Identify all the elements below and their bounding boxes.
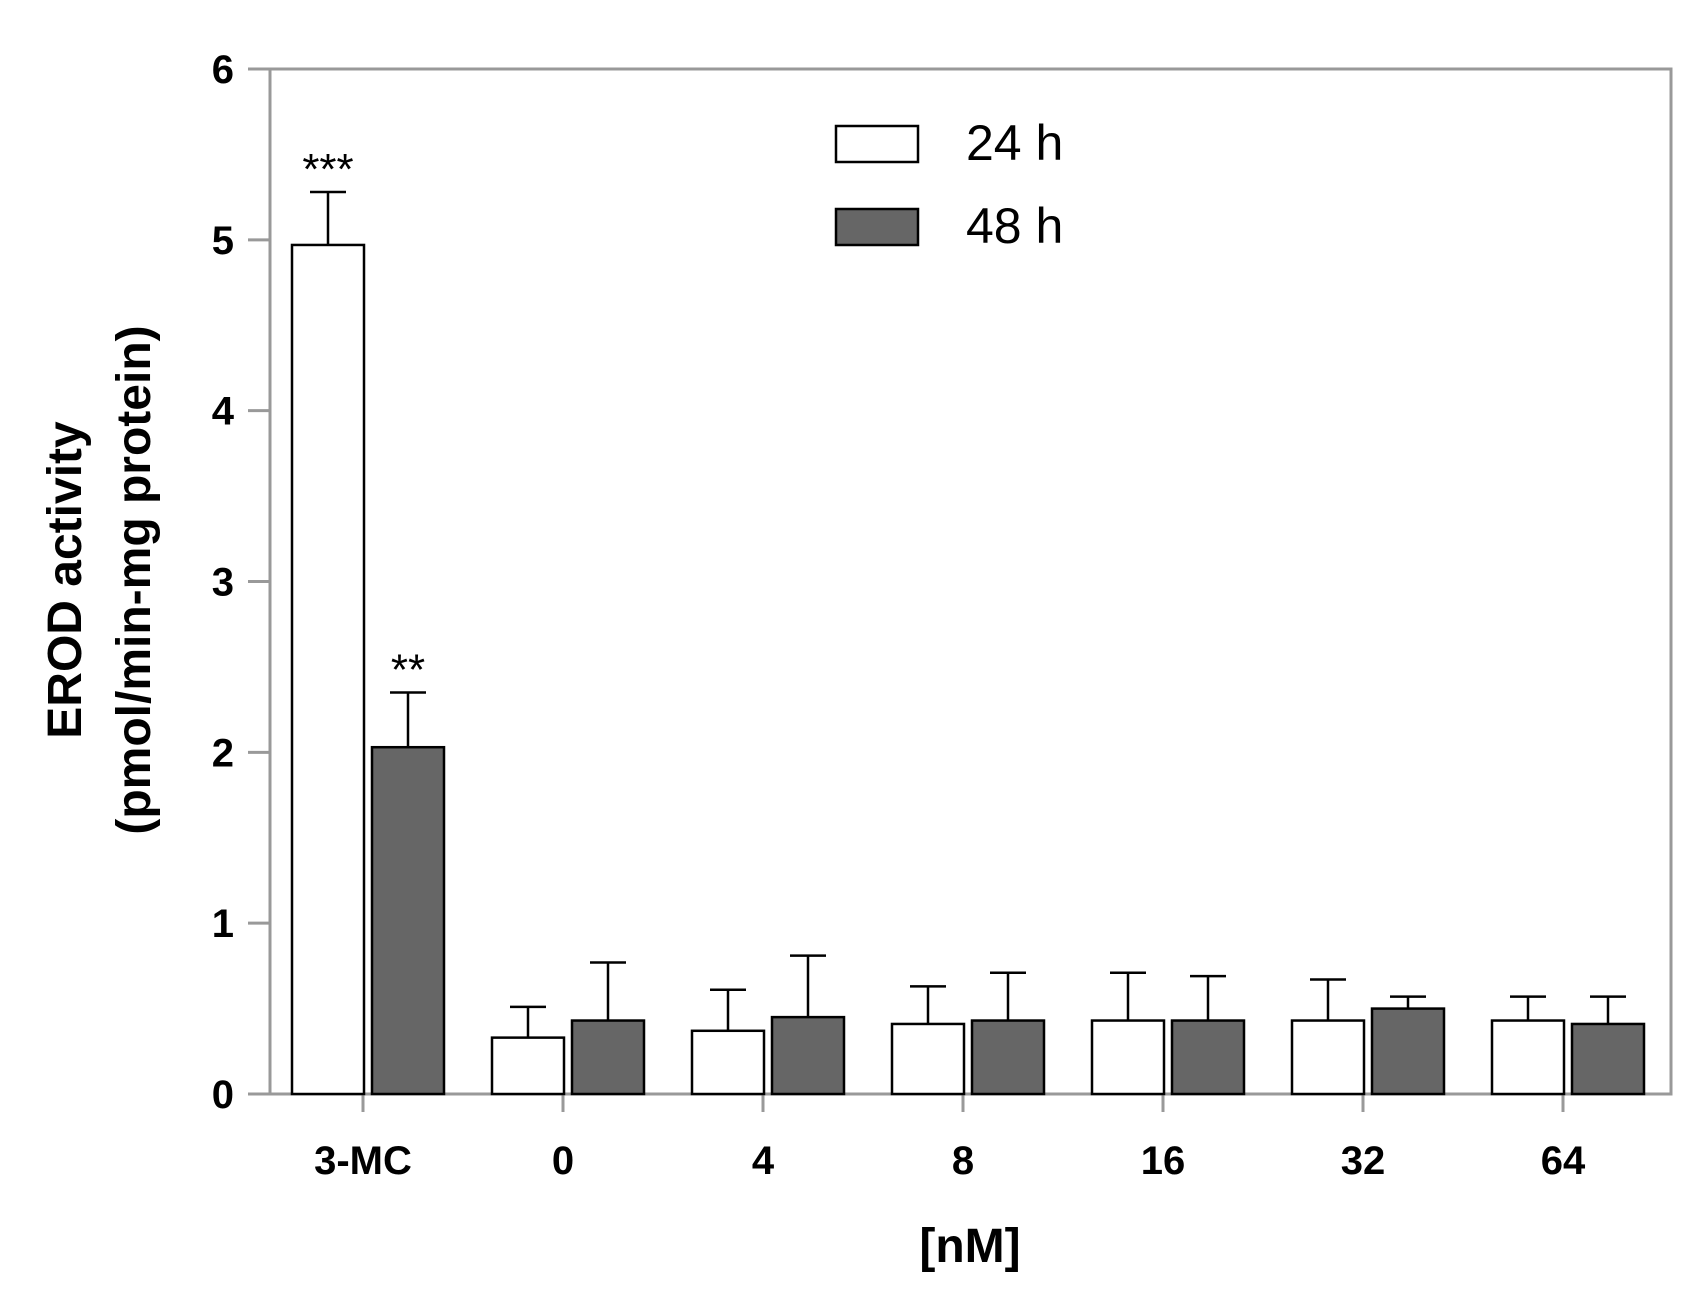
x-tick-label: 32	[1341, 1139, 1386, 1183]
y-tick-label: 6	[212, 48, 234, 92]
x-tick-label: 0	[552, 1139, 574, 1183]
bar-48h-64	[1570, 1022, 1646, 1096]
y-tick-label: 2	[212, 731, 234, 775]
bar-24h-3-MC	[290, 243, 366, 1096]
legend: 24 h 48 h	[834, 115, 1063, 254]
y-axis-title-line1: EROD activity	[39, 421, 92, 739]
x-tick-label: 64	[1541, 1139, 1586, 1183]
bar-48h-8	[970, 1019, 1046, 1096]
y-axis: 0 1 2 3 4 5 6	[212, 48, 272, 1117]
bar-24h-32	[1290, 1019, 1366, 1096]
y-tick-label: 0	[212, 1073, 234, 1117]
x-tick-label: 4	[752, 1139, 775, 1183]
x-tick-label: 3-MC	[314, 1139, 412, 1183]
bars-layer: *****	[290, 145, 1646, 1096]
x-axis: 3-MC 0 4 8 16 32 64	[248, 1092, 1670, 1183]
legend-label: 48 h	[966, 198, 1063, 254]
significance-label: ***	[302, 145, 353, 194]
y-tick-label: 3	[212, 561, 234, 605]
bar-48h-3-MC	[370, 745, 446, 1096]
y-tick-label: 5	[212, 219, 234, 263]
y-axis-title-line2: (pmol/min-mg protein)	[108, 325, 161, 834]
bar-24h-4	[690, 1029, 766, 1096]
y-tick-label: 1	[212, 902, 234, 946]
bar-48h-32	[1370, 1007, 1446, 1096]
bar-24h-0	[490, 1036, 566, 1096]
x-tick-label: 8	[952, 1139, 974, 1183]
bar-24h-8	[890, 1022, 966, 1096]
bar-48h-16	[1170, 1019, 1246, 1096]
legend-label: 24 h	[966, 115, 1063, 171]
bar-24h-16	[1090, 1019, 1166, 1096]
bar-48h-4	[770, 1015, 846, 1096]
legend-swatch	[834, 207, 920, 247]
y-tick-label: 4	[212, 390, 235, 434]
bar-24h-64	[1490, 1019, 1566, 1096]
bar-48h-0	[570, 1019, 646, 1096]
significance-label: **	[391, 646, 425, 695]
legend-swatch	[834, 124, 920, 164]
x-axis-title: [nM]	[919, 1220, 1020, 1273]
x-tick-label: 16	[1141, 1139, 1186, 1183]
